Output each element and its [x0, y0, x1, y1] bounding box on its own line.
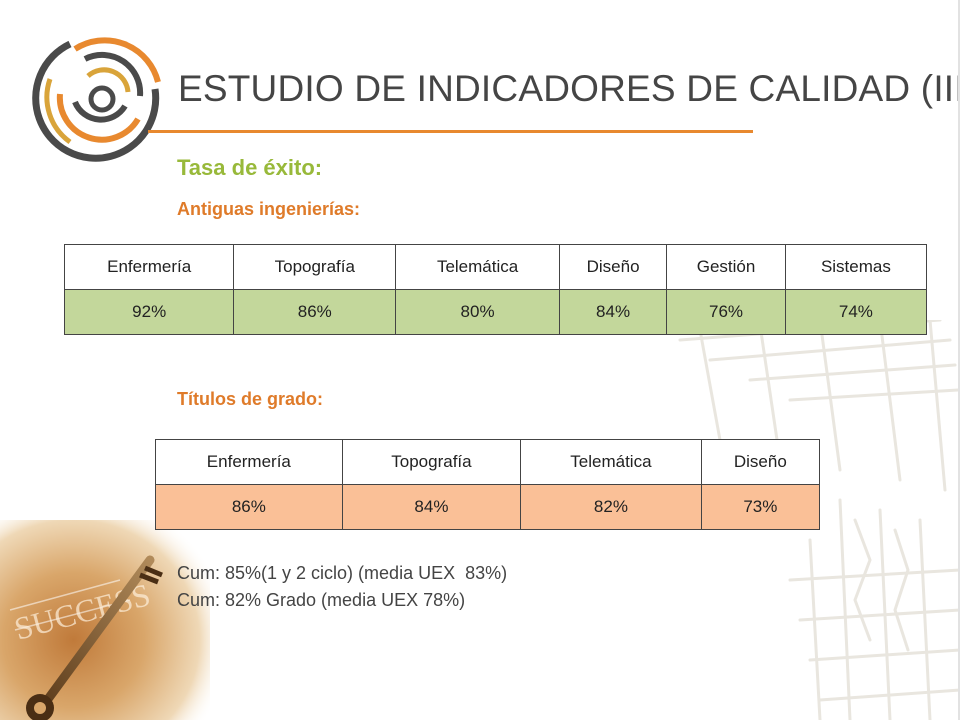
table-header-cell: Telemática	[395, 244, 560, 290]
table-cell: 86%	[233, 289, 397, 335]
table-header-cell: Diseño	[558, 244, 668, 290]
table-header-cell: Diseño	[700, 439, 821, 485]
table-row: 92% 86% 80% 84% 76% 74%	[63, 289, 928, 335]
subtitle: Tasa de éxito:	[177, 155, 323, 180]
table-cell: 92%	[63, 289, 235, 335]
table-header-cell: Gestión	[666, 244, 786, 290]
table-header-cell: Topografía	[233, 244, 397, 290]
concentric-arcs-logo-icon	[32, 37, 161, 162]
table-header-cell: Enfermería	[155, 439, 343, 485]
table-header-cell: Topografía	[341, 439, 522, 485]
grado-table: Enfermería Topografía Telemática Diseño …	[155, 439, 821, 530]
table-header-row: Enfermería Topografía Telemática Diseño …	[63, 244, 928, 290]
table-row: 86% 84% 82% 73%	[155, 484, 821, 530]
table-cell: 86%	[155, 484, 343, 530]
table-header-row: Enfermería Topografía Telemática Diseño	[155, 439, 821, 485]
old-engineering-table: Enfermería Topografía Telemática Diseño …	[63, 244, 928, 335]
slide-edge	[958, 0, 960, 720]
table-cell: 73%	[700, 484, 821, 530]
table-cell: 80%	[395, 289, 560, 335]
table-cell: 82%	[520, 484, 702, 530]
table-header-cell: Enfermería	[63, 244, 235, 290]
sketch-lines-decoration-icon	[678, 320, 960, 720]
title-underline	[148, 130, 753, 133]
old-engineering-label: Antiguas ingenierías:	[177, 199, 361, 219]
cum-note-ciclo: Cum: 85%(1 y 2 ciclo) (media UEX 83%)	[177, 563, 508, 583]
table-cell: 84%	[558, 289, 668, 335]
grado-label: Títulos de grado:	[177, 389, 323, 409]
table-header-cell: Telemática	[520, 439, 702, 485]
table-cell: 76%	[666, 289, 786, 335]
page-title: ESTUDIO DE INDICADORES DE CALIDAD (III)	[178, 68, 960, 109]
success-key-photo-icon: SUCCESS	[0, 520, 210, 720]
table-cell: 74%	[784, 289, 928, 335]
table-header-cell: Sistemas	[784, 244, 928, 290]
table-cell: 84%	[341, 484, 522, 530]
cum-note-grado: Cum: 82% Grado (media UEX 78%)	[177, 590, 466, 610]
